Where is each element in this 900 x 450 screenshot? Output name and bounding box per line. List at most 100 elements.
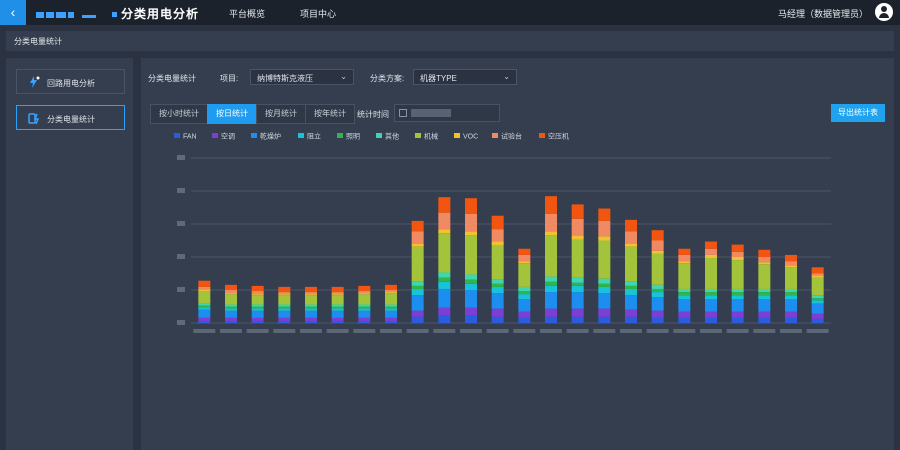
chevron-down-icon: ⌄ <box>340 72 347 81</box>
scheme-select[interactable]: 机器TYPE ⌄ <box>413 69 517 85</box>
bar-segment <box>651 297 664 311</box>
sidebar-item-circuit-analysis[interactable]: 回路用电分析 <box>16 69 125 94</box>
sidebar-item-category-stats[interactable]: 分类电量统计 <box>16 105 125 130</box>
bar-segment <box>331 306 344 309</box>
bar-segment <box>331 294 344 296</box>
bar-segment <box>411 295 424 311</box>
bar-segment <box>731 317 744 323</box>
bar-segment <box>625 295 637 310</box>
tab-hourly[interactable]: 按小时统计 <box>150 104 208 124</box>
bar-segment <box>785 295 797 300</box>
export-button[interactable]: 导出统计表 <box>831 104 885 122</box>
bar-segment <box>705 311 717 318</box>
tab-yearly[interactable]: 按年统计 <box>305 104 355 124</box>
bar-segment <box>785 265 797 268</box>
nav-project-center[interactable]: 项目中心 <box>300 9 337 19</box>
bar-segment <box>491 286 504 294</box>
app-title: 分类用电分析 <box>112 5 199 22</box>
bar-segment <box>731 244 744 252</box>
x-tick-label-redacted <box>220 329 242 333</box>
bar-segment <box>678 248 691 255</box>
legend-swatch <box>298 133 304 138</box>
bar-segment <box>465 231 477 236</box>
bar-segment <box>491 308 504 317</box>
bar-segment <box>731 299 744 312</box>
top-bar: ‹ 分类用电分析 平台概览 项目中心 马经理（数据管理员） <box>0 0 900 25</box>
bar-segment <box>571 285 584 293</box>
bar-segment <box>385 310 397 318</box>
user-name[interactable]: 马经理（数据管理员） <box>777 9 868 19</box>
bar-segment <box>305 292 317 295</box>
bar-segment <box>518 294 531 300</box>
bar-segment <box>571 292 584 309</box>
bar-segment <box>198 317 211 321</box>
bar-segment <box>811 275 824 278</box>
bar-segment <box>465 283 477 290</box>
bar-segment <box>731 292 744 296</box>
bar-segment <box>731 257 744 261</box>
bar-segment <box>731 288 744 293</box>
bar-segment <box>278 294 291 296</box>
bar-segment <box>811 277 824 296</box>
project-select[interactable]: 纳博特斯克液压 ⌄ <box>250 69 354 85</box>
tab-daily[interactable]: 按日统计 <box>207 104 257 124</box>
project-label: 项目: <box>220 74 239 83</box>
bar-segment <box>678 292 691 296</box>
bar-segment <box>385 304 397 307</box>
period-tabs: 按小时统计 按日统计 按月统计 按年统计 <box>150 104 355 124</box>
bar-segment <box>705 317 717 323</box>
bar-segment <box>651 284 664 289</box>
bar-segment <box>625 243 637 247</box>
bar-segment <box>518 291 531 295</box>
bar-segment <box>545 308 557 317</box>
tab-monthly[interactable]: 按月统计 <box>256 104 306 124</box>
nav-platform-overview[interactable]: 平台概览 <box>229 9 266 19</box>
bar-segment <box>465 315 477 323</box>
bar-segment <box>225 294 237 305</box>
time-label: 统计时间 <box>357 110 389 119</box>
bar-segment <box>225 306 237 309</box>
bar-segment <box>678 299 691 312</box>
bar-segment <box>598 278 611 284</box>
bar-segment <box>438 272 451 278</box>
calendar-icon <box>399 109 407 117</box>
bar-segment <box>438 212 451 230</box>
bar-segment <box>625 231 637 244</box>
bar-segment <box>571 316 584 323</box>
bar-segment <box>305 295 317 305</box>
date-input[interactable] <box>394 104 500 122</box>
bar-segment <box>705 254 717 259</box>
bar-segment <box>278 292 291 295</box>
bar-segment <box>758 317 771 323</box>
y-tick-label-redacted <box>177 155 185 160</box>
bar-segment <box>358 310 371 318</box>
bar-segment <box>731 311 744 318</box>
lightning-chart-icon <box>30 76 40 88</box>
x-tick-label-redacted <box>700 329 722 333</box>
bar-segment <box>785 267 797 289</box>
bar-segment <box>198 291 211 304</box>
bar-segment <box>438 277 451 282</box>
bar-segment <box>331 308 344 311</box>
back-button[interactable]: ‹ <box>0 0 26 25</box>
section-label: 分类电量统计 <box>148 74 196 83</box>
x-tick-label-redacted <box>193 329 216 333</box>
bar-segment <box>545 235 557 277</box>
bar-segment <box>731 260 744 289</box>
bar-segment <box>411 288 424 296</box>
bar-segment <box>225 308 237 311</box>
bar-segment <box>758 311 771 318</box>
bar-segment <box>331 292 344 295</box>
y-tick-label-redacted <box>177 320 185 325</box>
bar-segment <box>811 295 824 299</box>
bar-segment <box>571 239 584 278</box>
bar-segment <box>491 241 504 246</box>
bar-segment <box>651 292 664 298</box>
user-avatar-icon[interactable] <box>875 3 893 21</box>
bar-segment <box>545 276 557 282</box>
bar-segment <box>571 204 584 219</box>
y-tick-label-redacted <box>177 221 185 226</box>
bar-segment <box>305 317 317 321</box>
main-panel: 分类电量统计 项目: 纳博特斯克液压 ⌄ 分类方案: 机器TYPE ⌄ 按小时统… <box>141 58 894 450</box>
bar-segment <box>651 317 664 323</box>
